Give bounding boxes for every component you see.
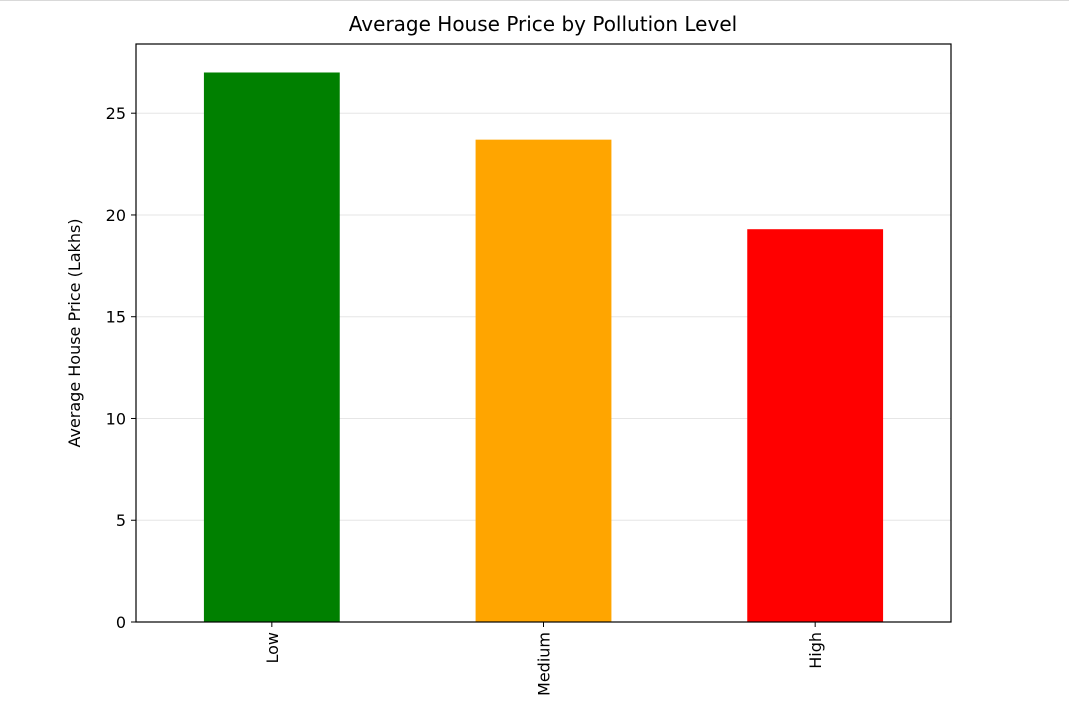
bar-low xyxy=(203,72,340,622)
y-axis-ticks: 0 5 10 15 20 25 xyxy=(106,104,136,632)
chart-title: Average House Price by Pollution Level xyxy=(349,12,737,36)
x-tick-label: Medium xyxy=(535,632,554,696)
bars xyxy=(203,72,884,623)
x-tick-label: Low xyxy=(263,632,282,664)
y-tick-label: 15 xyxy=(106,308,126,327)
y-tick-label: 10 xyxy=(106,409,126,428)
y-tick-label: 0 xyxy=(116,613,126,632)
bar-medium xyxy=(475,139,612,623)
y-tick-label: 20 xyxy=(106,206,126,225)
y-axis-title: Average House Price (Lakhs) xyxy=(65,218,84,447)
top-divider xyxy=(0,0,1069,1)
x-tick-label: High xyxy=(806,632,825,669)
y-tick-label: 25 xyxy=(106,104,126,123)
x-axis-ticks: Low Medium High xyxy=(263,622,825,696)
y-tick-label: 5 xyxy=(116,511,126,530)
bar-high xyxy=(747,229,884,622)
